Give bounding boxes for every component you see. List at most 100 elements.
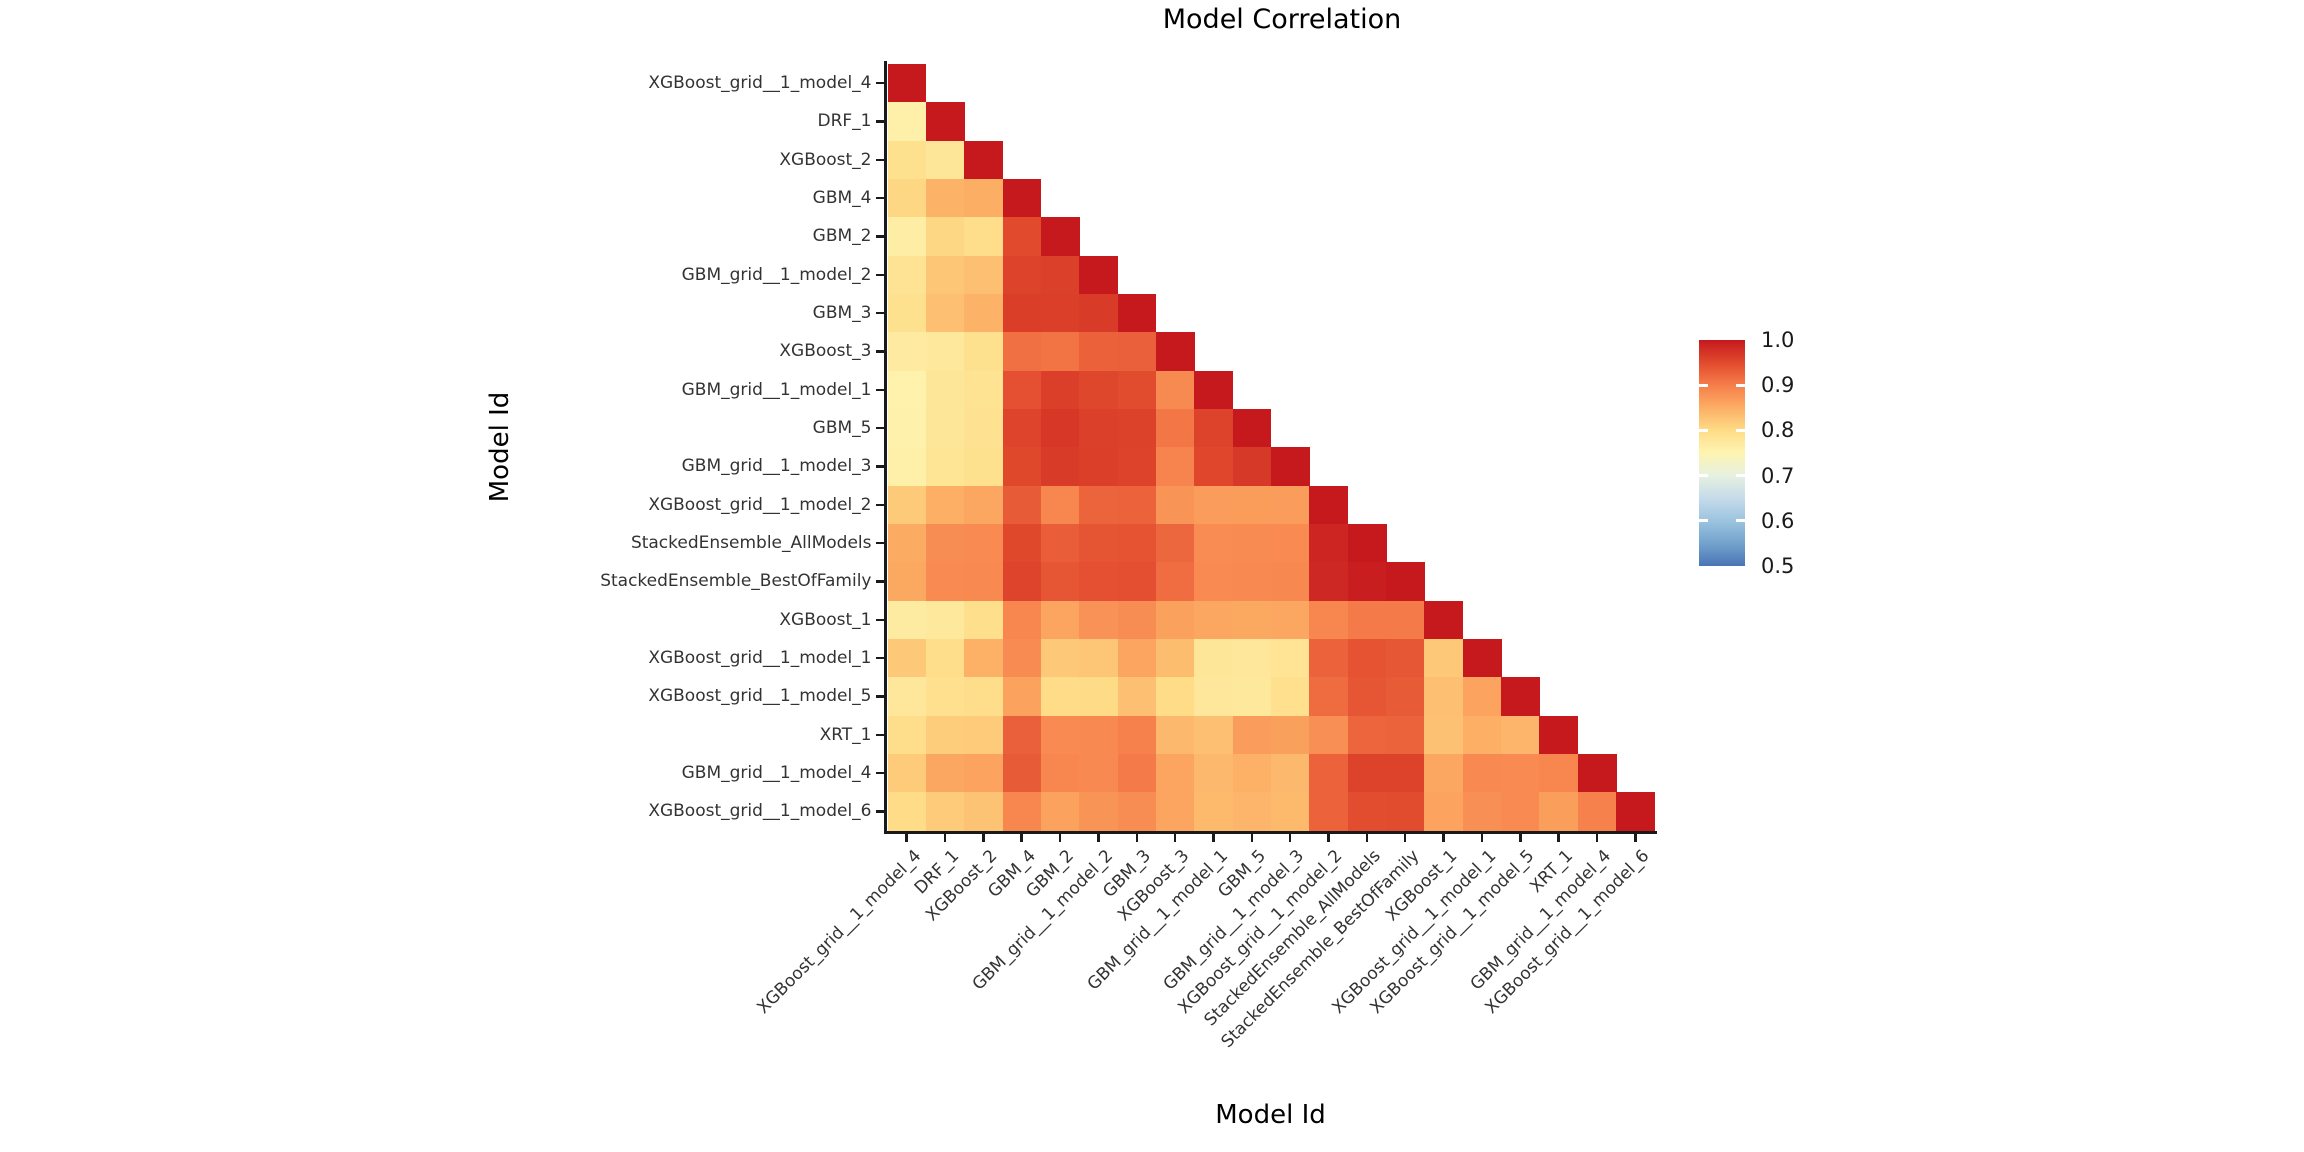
heatmap-cell	[1462, 677, 1502, 717]
y-axis-tick	[876, 771, 884, 775]
heatmap-cell	[1002, 447, 1042, 487]
x-axis-tick	[1173, 833, 1177, 842]
heatmap-cell	[1155, 753, 1195, 793]
heatmap-cell	[1040, 370, 1080, 410]
heatmap-cell	[964, 332, 1004, 372]
heatmap-cell	[1002, 753, 1042, 793]
y-tick-label: XGBoost_3	[779, 341, 872, 362]
y-axis-line	[884, 61, 887, 834]
heatmap-cell	[1002, 408, 1042, 448]
y-tick-label: StackedEnsemble_BestOfFamily	[600, 571, 872, 592]
heatmap-cell	[1079, 485, 1119, 525]
y-tick-label: XGBoost_grid__1_model_5	[648, 686, 872, 707]
heatmap-cell	[1577, 792, 1617, 832]
y-axis-tick	[876, 618, 884, 622]
heatmap-cell	[1117, 677, 1157, 717]
heatmap-cell	[1117, 523, 1157, 563]
heatmap-cell	[1040, 332, 1080, 372]
heatmap-cell	[1040, 677, 1080, 717]
colorbar-tick	[1699, 428, 1708, 432]
heatmap-cell	[1079, 677, 1119, 717]
heatmap-cell	[887, 102, 927, 142]
heatmap-cell	[1002, 370, 1042, 410]
heatmap-cell	[1232, 408, 1272, 448]
heatmap-cell	[1501, 753, 1540, 793]
x-axis-tick	[1480, 833, 1484, 842]
heatmap-cell	[1232, 677, 1272, 717]
heatmap-cell	[1079, 447, 1119, 487]
y-axis-title: Model Id	[485, 391, 515, 503]
heatmap-cell	[1386, 792, 1425, 832]
heatmap-cell	[1347, 715, 1387, 755]
heatmap-cell	[1155, 638, 1195, 678]
heatmap-cell	[1194, 523, 1234, 563]
heatmap-cell	[1309, 792, 1349, 832]
y-tick-label: XGBoost_grid__1_model_6	[648, 801, 872, 822]
y-axis-tick	[876, 311, 884, 315]
colorbar-tick	[1736, 474, 1745, 478]
heatmap-cell	[1002, 178, 1042, 218]
heatmap-cell	[1386, 562, 1425, 602]
heatmap-cell	[925, 255, 965, 295]
y-axis-tick	[876, 465, 884, 468]
heatmap-cell	[1040, 217, 1080, 257]
x-axis-tick	[1557, 833, 1560, 842]
heatmap-cell	[1309, 485, 1349, 525]
y-tick-label: GBM_3	[812, 303, 872, 324]
heatmap-cell	[1155, 600, 1195, 640]
heatmap-cell	[1309, 562, 1349, 602]
heatmap-cell	[1155, 523, 1195, 563]
heatmap-cell	[1347, 792, 1387, 832]
heatmap-cell	[1155, 370, 1195, 410]
x-axis-tick	[1403, 833, 1407, 842]
heatmap-cell	[1271, 562, 1310, 602]
heatmap-cell	[1347, 600, 1387, 640]
heatmap-cell	[1386, 753, 1425, 793]
heatmap-cell	[887, 447, 927, 487]
x-axis-tick	[1058, 833, 1062, 842]
heatmap-cell	[1002, 217, 1042, 257]
heatmap-cell	[964, 140, 1004, 180]
x-axis-tick	[1519, 833, 1522, 842]
heatmap-cell	[887, 562, 927, 602]
heatmap-cell	[1117, 485, 1157, 525]
heatmap-cell	[1232, 523, 1272, 563]
heatmap-cell	[1271, 638, 1310, 678]
y-tick-label: XGBoost_grid__1_model_4	[648, 73, 872, 94]
y-tick-label: DRF_1	[817, 111, 872, 132]
heatmap-cell	[1117, 600, 1157, 640]
heatmap-cell	[925, 178, 965, 218]
heatmap-cell	[1079, 562, 1119, 602]
heatmap-cell	[925, 600, 965, 640]
y-tick-label: XGBoost_grid__1_model_1	[648, 648, 872, 669]
heatmap-cell	[964, 447, 1004, 487]
x-axis-line	[884, 830, 1657, 834]
heatmap-cell	[1271, 753, 1310, 793]
heatmap-cell	[925, 523, 965, 563]
heatmap-cell	[1271, 600, 1310, 640]
heatmap-cell	[1347, 523, 1387, 563]
heatmap-cell	[1424, 600, 1464, 640]
heatmap-cell	[1155, 562, 1195, 602]
heatmap-cell	[1347, 753, 1387, 793]
heatmap-cell	[1079, 293, 1119, 333]
heatmap-cell	[1155, 792, 1195, 832]
heatmap-cell	[1271, 792, 1310, 832]
heatmap-cell	[964, 293, 1004, 333]
heatmap-cell	[925, 715, 965, 755]
x-axis-tick	[1595, 833, 1599, 842]
heatmap-cell	[1117, 332, 1157, 372]
heatmap-cell	[1194, 370, 1234, 410]
y-tick-label: XGBoost_1	[779, 609, 872, 630]
heatmap-cell	[1040, 408, 1080, 448]
x-axis-tick	[1020, 833, 1023, 842]
legend-tick-label: 0.7	[1761, 463, 1795, 488]
x-axis-tick	[1135, 833, 1139, 842]
x-axis-tick	[1212, 833, 1215, 842]
y-tick-label: GBM_5	[812, 418, 872, 439]
heatmap-cell	[1079, 638, 1119, 678]
heatmap-cell	[1002, 485, 1042, 525]
x-axis-tick	[943, 833, 947, 842]
heatmap-cell	[1232, 715, 1272, 755]
y-axis-tick	[876, 81, 884, 85]
